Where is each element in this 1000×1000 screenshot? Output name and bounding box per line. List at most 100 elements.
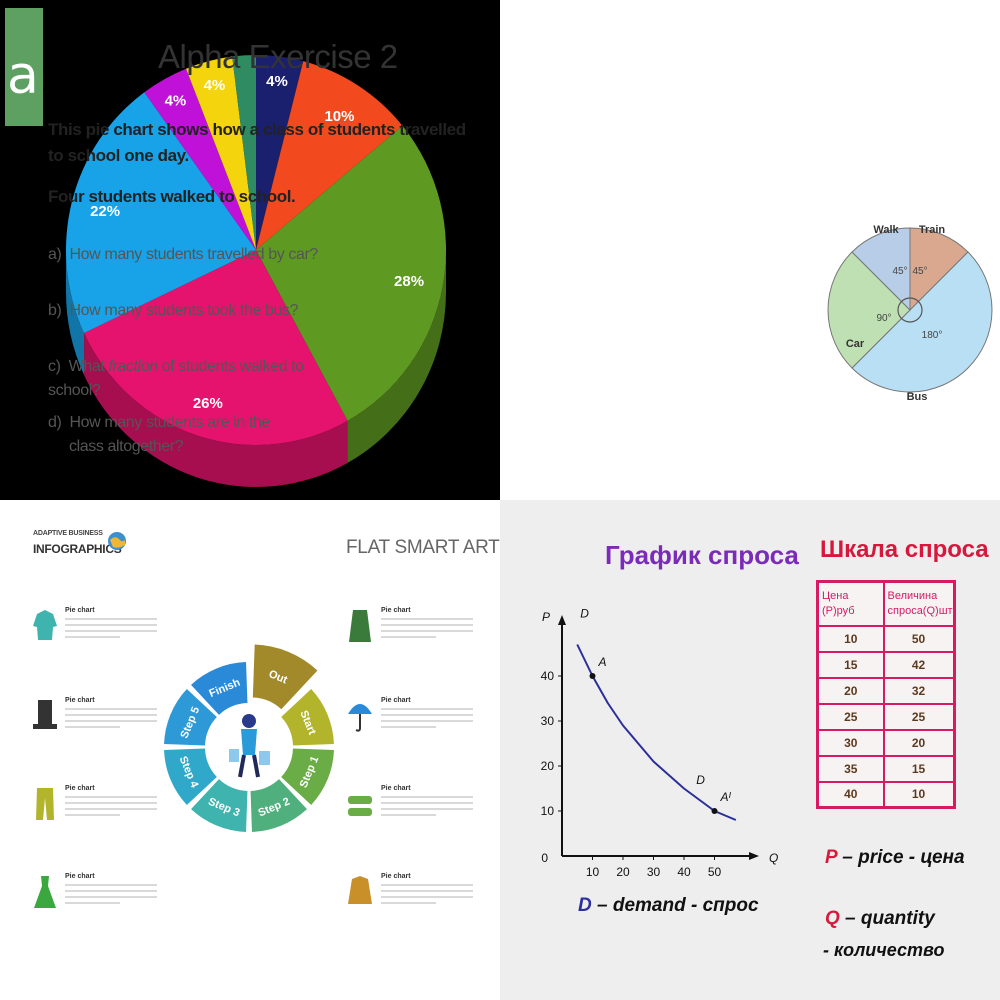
- question-id: b): [48, 302, 62, 319]
- table-row: 10 50: [816, 624, 956, 653]
- curve-label: D: [580, 607, 589, 621]
- placeholder-text-line: [381, 636, 437, 638]
- placeholder-text-line: [65, 714, 157, 716]
- info-item-right-1: Pie chart: [381, 697, 473, 728]
- pie-slice-7: [232, 55, 256, 250]
- placeholder-text-line: [65, 720, 157, 722]
- y-tick-label: 10: [541, 804, 555, 818]
- placeholder-text-line: [381, 808, 473, 810]
- y-tick-label: 40: [541, 669, 555, 683]
- pie-chart-1: 4% 10% 28% 26% 22% 4% 4%: [66, 55, 446, 487]
- jacket-icon: [348, 876, 372, 904]
- exercise-given: Four students walked to school.: [48, 187, 296, 206]
- placeholder-text-line: [381, 624, 473, 626]
- price-legend-text: – price - цена: [836, 847, 965, 868]
- x-tick-label: 20: [616, 865, 630, 879]
- pie-label-2: 28%: [394, 273, 424, 290]
- price-cell: 35: [816, 754, 885, 783]
- pie-label-5: 4%: [165, 93, 187, 110]
- pie-side-4: [66, 250, 85, 376]
- pie-slice-3: [84, 250, 348, 445]
- info-item-title: Pie chart: [381, 697, 411, 704]
- y-tick-label: 20: [541, 759, 555, 773]
- placeholder-text-line: [65, 814, 121, 816]
- quantity-cell: 15: [882, 754, 956, 783]
- table-row: 40 10: [816, 780, 956, 809]
- infographic-panel: Out Start Step 1 Step 2 Step 3 Step 4 Step 5 Fi…: [0, 500, 500, 1000]
- placeholder-text-line: [381, 796, 473, 798]
- exercise-panel: Train 45° Bus 180° Car 90° Walk 45°: [500, 0, 1000, 500]
- transport-label-walk: Walk: [873, 224, 899, 236]
- price-cell: 10: [816, 624, 885, 653]
- question-text: How many students took the bus?: [69, 302, 299, 319]
- y-axis-label: P: [542, 610, 550, 624]
- sneakers-icon: [348, 796, 372, 816]
- question-text: What: [68, 358, 109, 375]
- placeholder-text-line: [381, 896, 473, 898]
- quantity-legend-text-2: - количество: [823, 940, 945, 960]
- info-item-title: Pie chart: [65, 697, 95, 704]
- pie-label-3: 26%: [193, 395, 223, 412]
- pie-slice-5: [144, 68, 256, 250]
- x-tick-label: 30: [647, 865, 661, 879]
- info-item-left-0: Pie chart: [65, 607, 157, 638]
- question-id: c): [48, 358, 61, 375]
- step-segment-7: [191, 662, 248, 715]
- pie-label-6: 4%: [204, 77, 226, 94]
- price-cell: 25: [816, 702, 885, 731]
- placeholder-text-line: [65, 726, 121, 728]
- price-cell: 20: [816, 676, 885, 705]
- brand-top-text: ADAPTIVE BUSINESS: [33, 530, 103, 537]
- question-emphasis: fraction: [108, 358, 158, 375]
- infographic-heading: FLAT SMART ART: [346, 537, 500, 558]
- exercise-intro: This pie chart shows how a class of stud…: [48, 120, 466, 165]
- transport-slice-car: [827, 251, 911, 369]
- demand-point: [589, 673, 596, 679]
- info-item-title: Pie chart: [65, 873, 95, 880]
- curve-label: D: [696, 773, 705, 787]
- table-header-price: Цена (P)руб: [816, 580, 885, 627]
- info-item-title: Pie chart: [381, 873, 411, 880]
- placeholder-text-line: [381, 814, 437, 816]
- demand-caption: D – demand - спрос: [578, 895, 759, 917]
- step-segment-2: [281, 748, 334, 805]
- placeholder-text-line: [381, 902, 437, 904]
- transport-angle-walk: 45°: [892, 266, 907, 277]
- transport-slice-walk: [851, 227, 911, 312]
- question-text: How many students are in the class altog…: [69, 414, 270, 455]
- placeholder-text-line: [65, 630, 157, 632]
- question-id: d): [48, 414, 62, 431]
- quantity-cell: 25: [882, 702, 956, 731]
- info-item-right-2: Pie chart: [381, 785, 473, 816]
- placeholder-text-line: [381, 708, 473, 710]
- demand-point-label: A: [598, 655, 607, 669]
- transport-slice-train: [909, 227, 969, 312]
- table-header-row: Цена (P)руб Величина спроса(Q)шт: [816, 580, 956, 627]
- step-segment-1: [281, 689, 334, 746]
- quantity-legend-letter: Q: [825, 908, 840, 929]
- question-id: a): [48, 246, 62, 263]
- placeholder-text-line: [65, 896, 157, 898]
- question-a: a) How many students travelled by car?: [48, 243, 328, 267]
- pie-label-1: 10%: [324, 108, 354, 125]
- top-hat-icon: [33, 700, 57, 729]
- placeholder-text-line: [381, 618, 473, 620]
- pie-label-0: 4%: [266, 73, 288, 90]
- y-axis-arrow: [558, 615, 566, 625]
- origin-label: 0: [541, 851, 548, 865]
- step-segment-0: [252, 644, 318, 710]
- pie-slice-4: [66, 92, 256, 334]
- demand-caption-text: – demand - спрос: [591, 895, 759, 916]
- transport-label-train: Train: [919, 224, 946, 236]
- table-row: 35 15: [816, 754, 956, 783]
- y-tick-label: 30: [541, 714, 555, 728]
- quantity-cell: 20: [882, 728, 956, 757]
- quantity-cell: 32: [882, 676, 956, 705]
- pie-side-2: [347, 250, 446, 463]
- info-item-right-0: Pie chart: [381, 607, 473, 638]
- transport-angle-bus: 180°: [922, 330, 943, 341]
- exercise-title: Alpha Exercise 2: [158, 38, 398, 75]
- question-text: How many students travelled by car?: [69, 246, 319, 263]
- alpha-logo-letter: a: [7, 46, 39, 106]
- transport-slice-bus: [851, 251, 993, 393]
